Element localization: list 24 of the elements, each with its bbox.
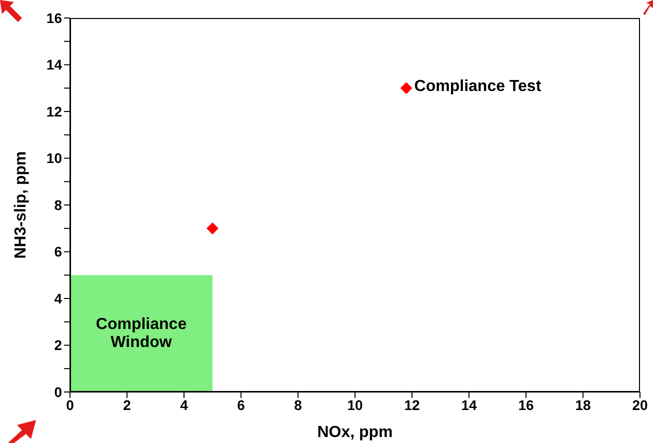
y-axis-title: NH3-slip, ppm	[12, 151, 30, 259]
x-tick-label: 6	[237, 396, 246, 413]
x-tick-label: 20	[632, 396, 648, 413]
x-tick-label: 10	[347, 396, 363, 413]
x-tick-label: 8	[294, 396, 302, 413]
x-tick-label: 4	[180, 396, 188, 413]
x-tick-label: 0	[66, 396, 74, 413]
x-tick-label: 16	[518, 396, 534, 413]
y-tick-label: 14	[46, 56, 62, 73]
y-tick-label: 16	[46, 10, 62, 26]
y-tick-label: 6	[54, 244, 62, 260]
x-tick-label: 2	[123, 396, 132, 413]
annotation: Compliance Test	[414, 78, 542, 96]
x-axis-title: NOx, ppm	[317, 424, 393, 441]
y-tick-label: 2	[54, 337, 62, 354]
x-tick-label: 18	[575, 396, 591, 413]
x-tick-label: 12	[404, 396, 420, 413]
y-tick-label: 0	[54, 384, 62, 400]
y-tick-label: 12	[46, 103, 62, 120]
series-label: Compliance Window	[94, 316, 188, 352]
y-tick-label: 10	[46, 150, 62, 166]
y-tick-label: 8	[54, 196, 62, 213]
y-tick-label: 4	[54, 290, 62, 306]
x-tick-label: 14	[461, 396, 477, 413]
